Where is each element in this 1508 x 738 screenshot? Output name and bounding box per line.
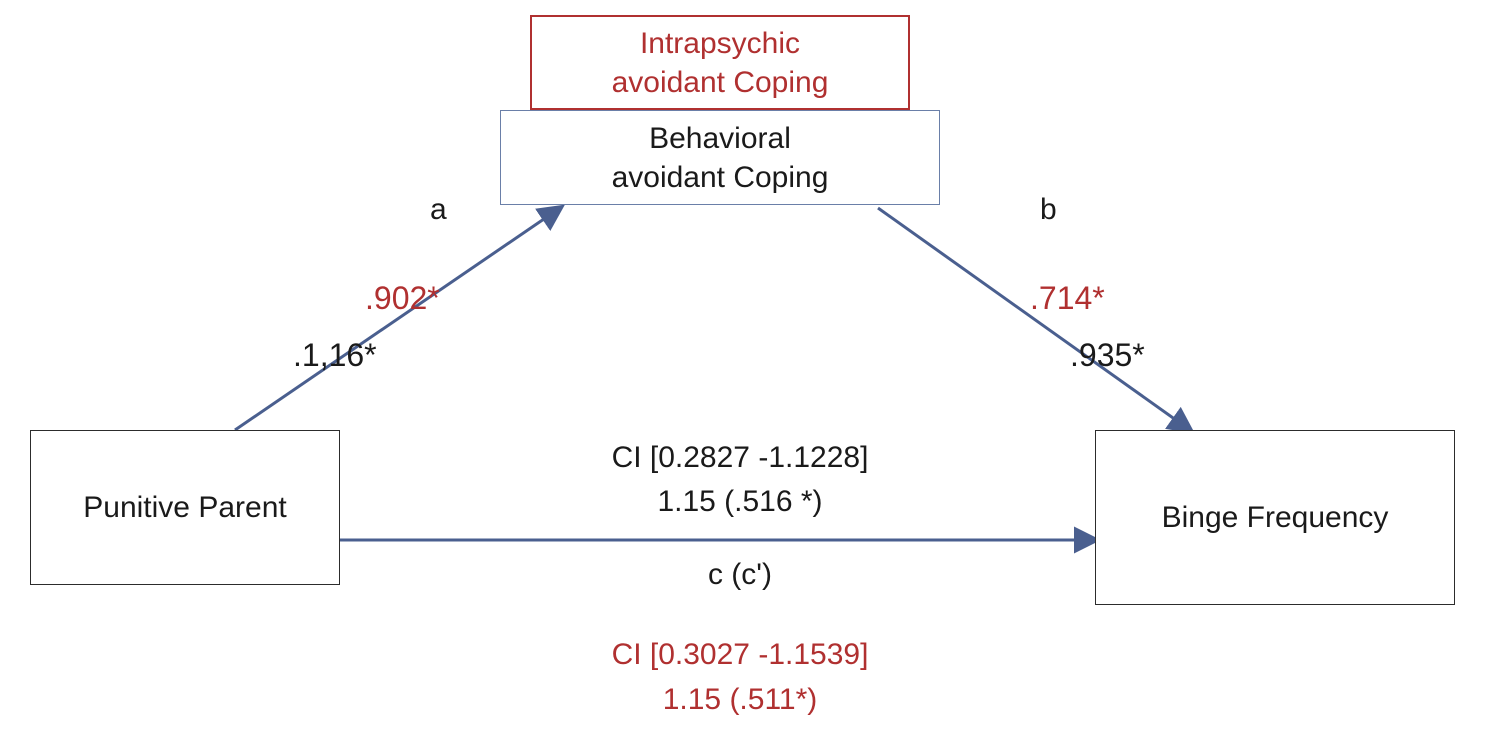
node-label: Behavioralavoidant Coping [612,119,829,197]
path-c-ci-2: CI [0.3027 -1.1539] [560,635,920,674]
path-a-letter: a [430,190,447,229]
node-behavioral-coping: Behavioralavoidant Coping [500,110,940,205]
path-c-value-1: 1.15 (.516 *) [620,482,860,521]
path-b-value-2: .935* [1070,335,1145,377]
node-label: Intrapsychicavoidant Coping [612,24,829,102]
path-a-value-1: .902* [365,278,440,320]
path-c-value-2: 1.15 (.511*) [625,680,855,719]
path-c-ci-1: CI [0.2827 -1.1228] [560,438,920,477]
path-a-value-2: .1,16* [293,335,377,377]
node-punitive-parent: Punitive Parent [30,430,340,585]
path-c-letter: c (c') [690,555,790,594]
node-label: Binge Frequency [1162,498,1389,537]
node-intrapsychic-coping: Intrapsychicavoidant Coping [530,15,910,110]
path-b-letter: b [1040,190,1057,229]
path-b-value-1: .714* [1030,278,1105,320]
mediation-diagram: Intrapsychicavoidant Coping Behavioralav… [0,0,1508,738]
node-binge-frequency: Binge Frequency [1095,430,1455,605]
node-label: Punitive Parent [83,488,286,527]
